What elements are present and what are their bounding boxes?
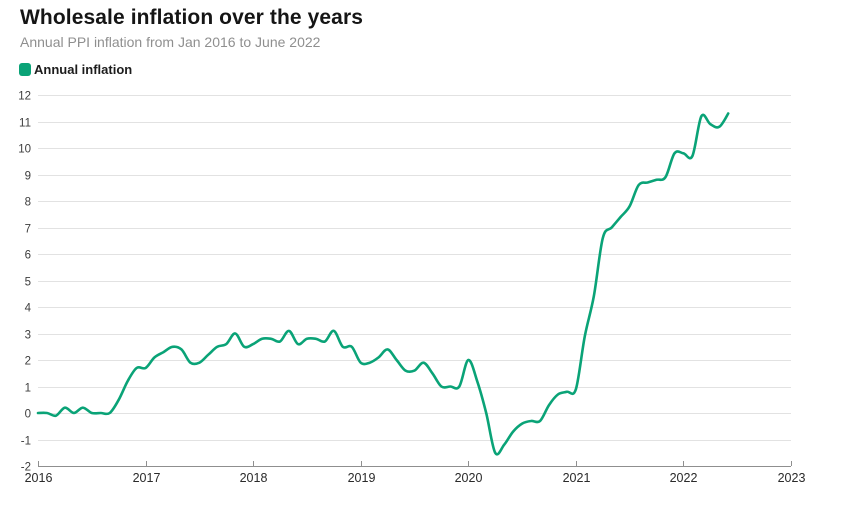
y-axis-tick-label: 7 [25,224,31,236]
y-axis-tick-label: 6 [25,250,31,262]
legend-label: Annual inflation [34,62,133,77]
y-axis-tick-label: 5 [25,277,31,289]
x-axis-tick-label: 2016 [25,471,53,485]
page-title: Wholesale inflation over the years [20,6,363,29]
x-axis-tick-label: 2022 [670,471,698,485]
y-axis-tick-label: -1 [21,436,31,448]
y-axis-tick-label: 8 [25,197,31,209]
x-axis-tick-label: 2017 [133,471,161,485]
x-axis-tick-label: 2023 [778,471,806,485]
y-axis-tick-label: 0 [25,409,31,421]
y-axis-tick-label: 3 [25,330,31,342]
y-axis-tick-label: 1 [25,383,31,395]
legend: Annual inflation [19,62,132,77]
y-axis-tick-label: 4 [25,303,32,315]
y-axis-tick-label: 9 [25,171,31,183]
x-axis-tick-label: 2021 [563,471,591,485]
y-axis-tick-label: 2 [25,356,31,368]
line-chart: -2 -1 0 1 2 3 4 5 6 7 8 9 10 11 12 2016 2017 2018 2019 2020… [0,88,860,507]
page-subtitle: Annual PPI inflation from Jan 2016 to Ju… [20,34,321,50]
annual-inflation-line [36,112,730,456]
y-axis-tick-label: -2 [21,462,31,474]
x-axis-tick-label: 2020 [455,471,483,485]
y-axis-tick-label: 12 [18,91,31,103]
y-axis-tick-label: 10 [18,144,31,156]
x-axis-tick-label: 2018 [240,471,268,485]
legend-swatch-icon [19,63,31,76]
y-axis-tick-label: 11 [19,118,31,130]
x-axis-tick-label: 2019 [348,471,376,485]
